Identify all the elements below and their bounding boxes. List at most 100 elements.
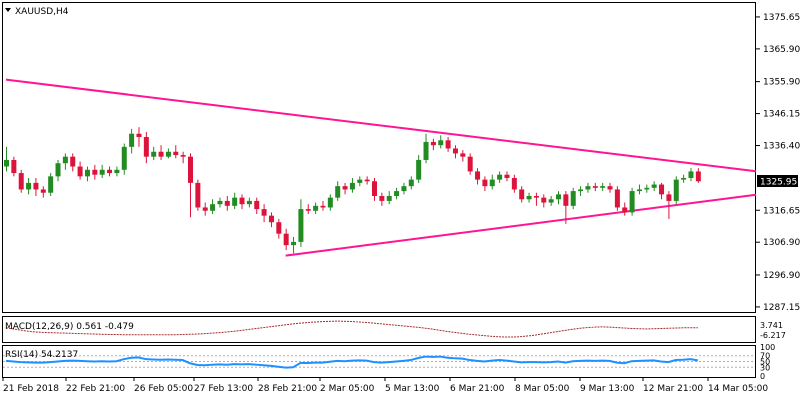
candle-body [600, 186, 605, 188]
candle-body [181, 155, 186, 157]
candle-body [136, 134, 141, 137]
candle-body [630, 191, 635, 212]
candle-body [534, 196, 539, 198]
time-tick-label: 12 Mar 21:00 [643, 384, 703, 394]
candle-body [26, 183, 31, 190]
time-tick-label: 2 Mar 05:00 [320, 384, 375, 394]
price-tick-label: 1375.65 [763, 13, 800, 23]
time-tick-label: 28 Feb 21:00 [258, 384, 317, 394]
candle-body [387, 196, 392, 201]
candle-body [269, 216, 274, 223]
candle-body [401, 186, 406, 191]
candle-body [240, 198, 245, 205]
candle-body [284, 234, 289, 245]
candle-body [78, 167, 83, 177]
candle-body [424, 142, 429, 160]
candle-body [453, 148, 458, 153]
candle-body [681, 178, 686, 180]
candle-body [696, 171, 701, 181]
candle-body [262, 209, 267, 216]
time-tick-label: 14 Mar 05:00 [708, 384, 768, 394]
candle [48, 173, 53, 196]
candle-body [195, 183, 200, 208]
candle-body [637, 189, 642, 191]
candle-body [107, 170, 112, 173]
candle-body [468, 157, 473, 172]
rsi-tick-label: 100 [760, 343, 775, 352]
candle-body [593, 186, 598, 188]
candle-body [276, 222, 281, 233]
candle-body [11, 160, 16, 173]
candle-body [328, 198, 333, 208]
candle-body [475, 171, 480, 179]
macd-panel[interactable]: MACD(12,26,9) 0.561 -0.479 3.741 -6.217 [3, 317, 786, 343]
time-tick-label: 5 Mar 13:00 [385, 384, 440, 394]
candle-body [379, 196, 384, 201]
candle-body [166, 152, 171, 157]
candle-body [497, 175, 502, 180]
candle-body [92, 170, 97, 175]
candle-body [608, 186, 613, 189]
candle-body [306, 209, 311, 211]
candle-body [659, 185, 664, 195]
price-tick-label: 1287.15 [763, 303, 800, 313]
time-tick-label: 8 Mar 05:00 [515, 384, 570, 394]
price-tick-label: 1355.90 [763, 78, 800, 88]
candle-body [343, 186, 348, 189]
candle-body [247, 201, 252, 204]
candle-body [232, 198, 237, 206]
time-tick-label: 21 Feb 2018 [3, 384, 59, 394]
candle-body [688, 171, 693, 178]
price-tick-label: 1365.90 [763, 45, 800, 55]
candle-body [365, 180, 370, 182]
candle-body [438, 140, 443, 145]
candle-body [644, 188, 649, 190]
time-tick-label: 22 Feb 21:00 [66, 384, 125, 394]
candle-body [504, 175, 509, 178]
candle-body [549, 199, 554, 202]
candle-body [416, 160, 421, 180]
candle [615, 186, 620, 211]
rsi-tick-label: 0 [760, 372, 765, 381]
price-tick-label: 1296.90 [763, 271, 800, 281]
candle-body [335, 186, 340, 197]
time-tick-label: 6 Mar 21:00 [450, 384, 505, 394]
time-tick-label: 9 Mar 13:00 [580, 384, 635, 394]
candle-body [563, 194, 568, 205]
macd-tick-top: 3.741 [760, 321, 783, 330]
macd-tick-bottom: -6.217 [760, 331, 786, 340]
candle-body [674, 180, 679, 201]
price-tick-label: 1346.15 [763, 110, 800, 120]
candle-body [210, 204, 215, 211]
candle-body [512, 178, 517, 189]
time-tick-label: 26 Feb 05:00 [134, 384, 193, 394]
macd-label: MACD(12,26,9) 0.561 -0.479 [5, 322, 134, 332]
candle-body [409, 180, 414, 187]
candle-body [666, 194, 671, 201]
candle-body [41, 189, 46, 192]
candle-body [527, 196, 532, 199]
candle-body [320, 206, 325, 208]
candle-body [159, 152, 164, 157]
candle [674, 176, 679, 204]
candle [630, 188, 635, 216]
candle-body [482, 180, 487, 187]
candle-body [203, 207, 208, 210]
candle-body [144, 137, 149, 157]
candle-body [446, 140, 451, 148]
candle-body [188, 157, 193, 183]
candle-body [298, 209, 303, 242]
candle-body [652, 185, 657, 188]
candle [195, 180, 200, 211]
candle-body [313, 206, 318, 211]
candle-body [357, 180, 362, 183]
candle-body [63, 157, 68, 164]
symbol-title: XAUUSD,H4 [15, 7, 69, 17]
price-panel[interactable]: 1375.651365.901355.901346.151336.401316.… [3, 3, 800, 313]
current-price-value: 1325.95 [760, 178, 797, 188]
candle-body [225, 201, 230, 206]
